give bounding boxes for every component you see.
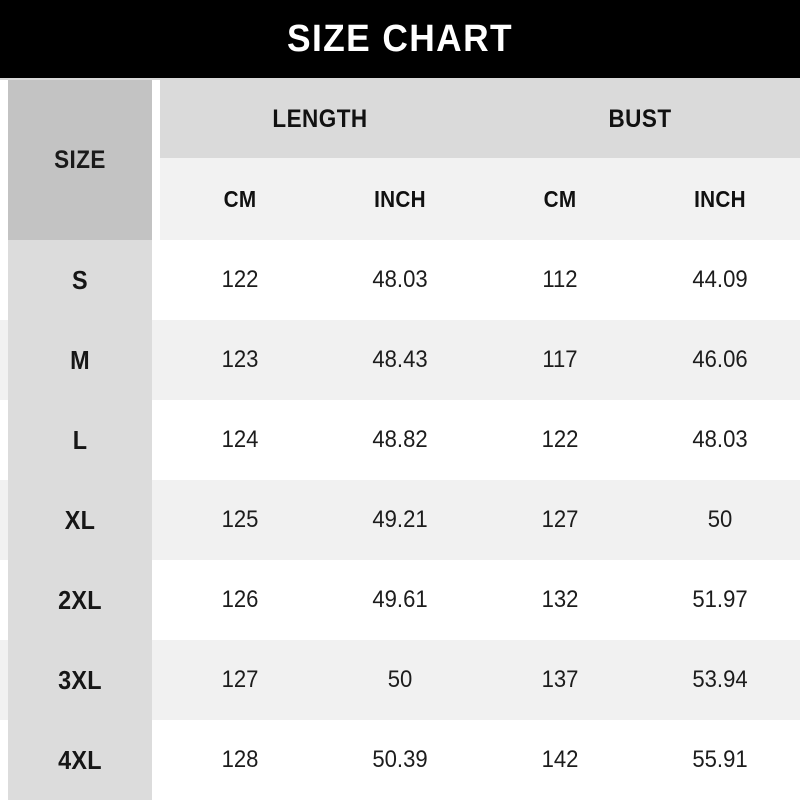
- cell-length-cm: 124: [221, 426, 259, 453]
- table-body: S 122 48.03 112 44.09 M 123 48.43 117 46…: [0, 240, 800, 800]
- cell-bust-cm: 117: [542, 346, 578, 373]
- table-header-size: SIZE: [8, 80, 152, 240]
- table-row: XL 125 49.21 127 50: [0, 480, 800, 560]
- cell-bust-inch: 55.91: [692, 746, 748, 773]
- row-size-label: XL: [8, 480, 152, 560]
- table-header-group-length: LENGTH: [272, 104, 368, 133]
- size-chart-table: SIZE LENGTH BUST CM INCH CM INCH S 122 4…: [0, 80, 800, 800]
- table-header-group-bust: BUST: [608, 104, 672, 133]
- cell-bust-cm: 132: [541, 586, 579, 613]
- cell-length-inch: 50: [387, 666, 413, 693]
- cell-length-inch: 48.03: [372, 266, 428, 293]
- cell-length-cm: 125: [221, 506, 259, 533]
- row-size-label: L: [8, 400, 152, 480]
- table-row: S 122 48.03 112 44.09: [0, 240, 800, 320]
- table-row: M 123 48.43 117 46.06: [0, 320, 800, 400]
- cell-length-cm: 122: [221, 266, 259, 293]
- cell-length-cm: 126: [221, 586, 259, 613]
- cell-bust-inch: 53.94: [692, 666, 748, 693]
- cell-length-inch: 48.43: [372, 346, 428, 373]
- row-size-label: M: [8, 320, 152, 400]
- cell-length-cm: 127: [221, 666, 259, 693]
- row-size-label: S: [8, 240, 152, 320]
- table-row: L 124 48.82 122 48.03: [0, 400, 800, 480]
- title-bar: [0, 0, 800, 78]
- cell-bust-inch: 50: [707, 506, 733, 533]
- table-row: 2XL 126 49.61 132 51.97: [0, 560, 800, 640]
- cell-bust-inch: 48.03: [692, 426, 748, 453]
- cell-length-inch: 50.39: [372, 746, 428, 773]
- cell-bust-cm: 127: [541, 506, 579, 533]
- table-header-bust-cm: CM: [543, 185, 577, 212]
- row-size-label: 2XL: [8, 560, 152, 640]
- cell-bust-inch: 46.06: [692, 346, 748, 373]
- cell-bust-cm: 112: [542, 266, 578, 293]
- group-header-row: LENGTH BUST: [160, 80, 800, 158]
- table-row: 3XL 127 50 137 53.94: [0, 640, 800, 720]
- page-title: SIZE CHART: [287, 17, 513, 60]
- cell-length-inch: 49.61: [372, 586, 428, 613]
- cell-bust-cm: 122: [541, 426, 579, 453]
- cell-bust-inch: 44.09: [692, 266, 748, 293]
- row-size-label: 4XL: [8, 720, 152, 800]
- unit-header-row: CM INCH CM INCH: [160, 158, 800, 240]
- cell-bust-cm: 137: [541, 666, 579, 693]
- cell-length-cm: 128: [221, 746, 259, 773]
- table-header-bust-inch: INCH: [694, 185, 746, 212]
- title-divider: [0, 78, 800, 80]
- cell-bust-inch: 51.97: [692, 586, 748, 613]
- table-header-length-inch: INCH: [374, 185, 426, 212]
- row-size-label: 3XL: [8, 640, 152, 720]
- cell-length-cm: 123: [221, 346, 259, 373]
- cell-bust-cm: 142: [541, 746, 579, 773]
- cell-length-inch: 48.82: [372, 426, 428, 453]
- cell-length-inch: 49.21: [372, 506, 428, 533]
- table-row: 4XL 128 50.39 142 55.91: [0, 720, 800, 800]
- table-header-length-cm: CM: [223, 185, 257, 212]
